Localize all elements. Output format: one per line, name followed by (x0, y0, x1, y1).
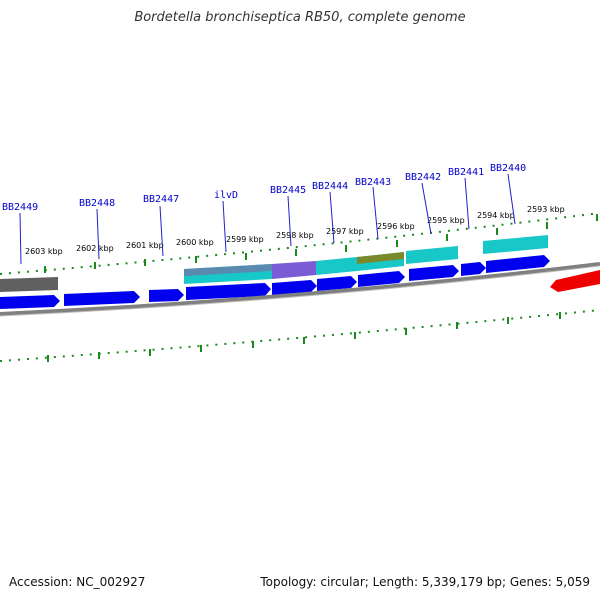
ruler-label-2603: 2603 kbp (25, 247, 63, 256)
ruler-label-2598: 2598 kbp (276, 231, 314, 240)
ruler-label-2602: 2602 kbp (76, 244, 114, 253)
genome-backbone (0, 262, 600, 316)
gene-label-ilvd[interactable]: ilvD (214, 190, 238, 201)
accession-text: Accession: NC_002927 (9, 575, 146, 589)
genome-title: Bordetella bronchiseptica RB50, complete… (134, 10, 466, 25)
outer-ruler (0, 212, 600, 275)
ruler-label-2595: 2595 kbp (427, 216, 465, 225)
gene-arrow-bb2444[interactable] (317, 276, 357, 291)
feature-cyan-bb2440[interactable] (483, 235, 548, 254)
gene-arrow-bb2443[interactable] (358, 271, 405, 287)
gene-arrow-reverse[interactable] (550, 270, 600, 292)
gene-label-bb2443[interactable]: BB2443 (355, 177, 391, 188)
gene-arrow-bb2449[interactable] (0, 295, 60, 309)
ruler-label-2599: 2599 kbp (226, 235, 264, 244)
gene-arrow-bb2441[interactable] (461, 262, 486, 276)
ruler-label-2594: 2594 kbp (477, 211, 515, 220)
feature-purple-bb2445[interactable] (272, 261, 316, 279)
ruler-label-2601: 2601 kbp (126, 241, 164, 250)
gene-arrow-bb2445[interactable] (272, 280, 317, 295)
gene-track-forward (0, 255, 550, 309)
gene-arrow-ilvd[interactable] (186, 283, 271, 300)
gene-label-bb2441[interactable]: BB2441 (448, 167, 484, 178)
feature-olive-bb2443[interactable] (357, 252, 404, 264)
gene-label-bb2442[interactable]: BB2442 (405, 172, 441, 183)
gene-label-bb2448[interactable]: BB2448 (79, 198, 115, 209)
feature-cyan-bb2442[interactable] (406, 246, 458, 264)
feature-steel-ilvd[interactable] (184, 264, 272, 276)
ruler-label-2593: 2593 kbp (527, 205, 565, 214)
genome-summary-text: Topology: circular; Length: 5,339,179 bp… (260, 575, 590, 589)
ruler-label-2600: 2600 kbp (176, 238, 214, 247)
feature-track (0, 235, 548, 292)
gene-arrow-bb2442[interactable] (409, 265, 459, 281)
gene-label-bb2440[interactable]: BB2440 (490, 163, 526, 174)
gene-label-bb2445[interactable]: BB2445 (270, 185, 306, 196)
gene-arrow-bb2440[interactable] (486, 255, 550, 273)
gene-label-bb2447[interactable]: BB2447 (143, 194, 179, 205)
feature-gray[interactable] (0, 277, 58, 292)
gene-arrow-bb2448[interactable] (64, 291, 140, 306)
gene-arrow-bb2447[interactable] (149, 289, 184, 302)
ruler-label-2596: 2596 kbp (377, 222, 415, 231)
ruler-label-2597: 2597 kbp (326, 227, 364, 236)
gene-label-bb2449[interactable]: BB2449 (2, 202, 38, 213)
feature-cyan-bb2444[interactable] (316, 257, 357, 275)
gene-label-bb2444[interactable]: BB2444 (312, 181, 348, 192)
inner-ruler (0, 309, 600, 362)
